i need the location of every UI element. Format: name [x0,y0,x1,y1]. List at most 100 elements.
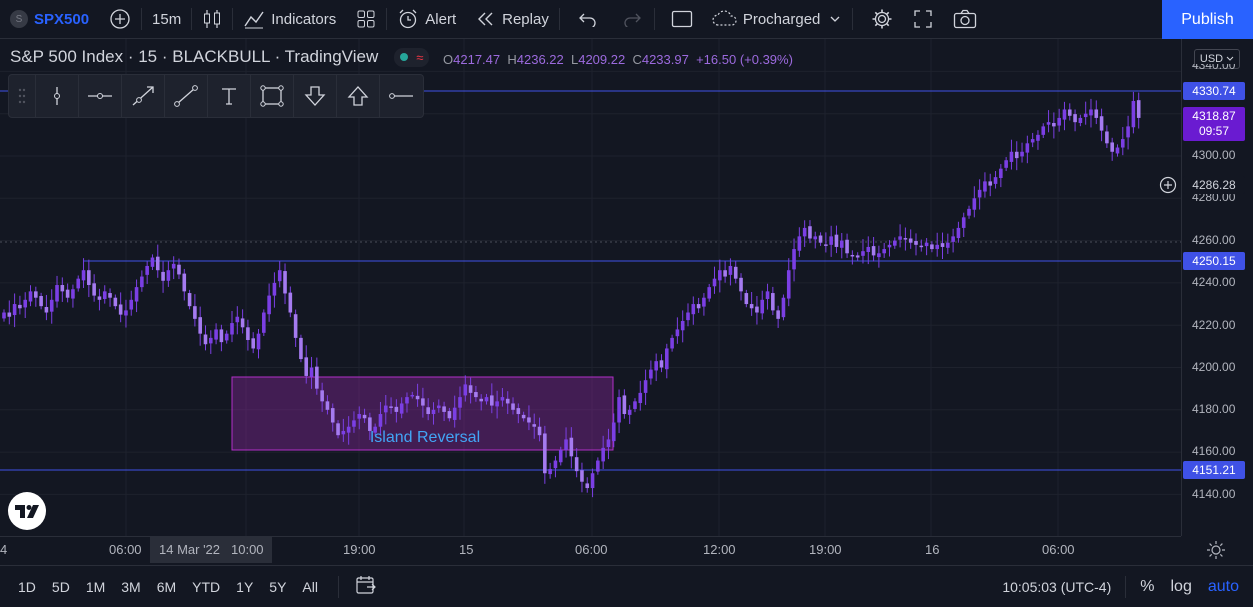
candle-body [277,270,282,282]
trend-line-tool[interactable] [165,75,208,117]
horizontal-segment-icon [389,93,413,99]
candle-body [124,310,128,316]
candle-body [771,293,775,311]
candle-body [1030,139,1035,143]
candle-body [81,270,86,281]
candle-body [718,270,722,281]
current-price: 4318.87 [1192,109,1236,123]
indicators-button[interactable]: Indicators [233,0,346,38]
horizontal-line-tool[interactable] [380,75,422,117]
snapshot-button[interactable] [943,0,987,38]
candle-body [267,295,271,315]
candle-body [792,249,796,270]
candle-body [256,333,261,350]
legend-title[interactable]: S&P 500 Index · 15 · BLACKBULL · Trading… [10,47,379,66]
log-scale-toggle[interactable]: log [1170,577,1192,595]
goto-date-button[interactable] [351,575,381,598]
price-tick: 4240.00 [1192,275,1236,289]
symbol-search[interactable]: S SPX500 [0,0,99,38]
candle-body [871,246,876,256]
range-5d[interactable]: 5D [51,578,70,595]
candle-body [150,257,155,267]
alert-button[interactable]: Alert [387,0,466,38]
axis-settings-button[interactable] [1206,540,1226,563]
currency-selector[interactable]: USD [1194,49,1240,69]
candle-body [341,430,346,435]
bar-countdown: 09:57 [1198,124,1230,138]
candle-body [776,310,780,319]
text-tool[interactable] [208,75,251,117]
fullscreen-window-button[interactable] [655,0,701,38]
interval-button[interactable]: 15m [152,10,182,28]
price-axis[interactable] [1181,39,1253,536]
candle-body [187,293,192,307]
candle-body [903,238,908,240]
candle-body [999,168,1003,178]
candles-series [2,91,1141,498]
clock-timezone[interactable]: 10:05:03 (UTC-4) [1002,578,1112,595]
vertical-line-tool[interactable] [36,75,79,117]
time-axis[interactable] [0,536,1181,565]
low-value: 4209.22 [578,52,626,67]
island-reversal-label[interactable]: Island Reversal [370,429,480,446]
candle-body [590,473,595,489]
layouts-button[interactable] [346,0,386,38]
candle-body [1131,101,1136,128]
range-5y[interactable]: 5Y [269,578,287,595]
redo-button[interactable] [610,0,654,38]
tradingview-logo[interactable] [8,492,46,530]
undo-button[interactable] [560,0,610,38]
auto-scale-toggle[interactable]: auto [1207,577,1239,595]
rectangle-tool[interactable] [251,75,294,117]
candle-body [426,407,430,415]
chart-pane[interactable]: Island Reversal [0,39,1181,536]
range-6m[interactable]: 6M [156,578,177,595]
expand-icon [914,10,933,28]
candle-body [712,278,717,287]
candle-body [214,329,218,340]
range-1y[interactable]: 1Y [236,578,254,595]
candle-body [224,333,229,341]
compare-add-button[interactable] [99,0,141,38]
price-tick: 4280.00 [1192,191,1235,201]
time-tick: 16 [925,542,940,557]
price-chart[interactable]: Island Reversal [0,39,1181,536]
settings-button[interactable] [853,0,903,38]
candles-icon [204,10,221,28]
candle-body [919,245,924,248]
candle-body [866,246,871,253]
candle-body [288,292,293,313]
candle-body [601,447,605,462]
arrow-up-tool[interactable] [337,75,380,117]
replay-button[interactable]: Replay [466,0,559,38]
candle-body [251,338,256,349]
layout-name-button[interactable]: Procharged [701,0,853,38]
candle-body [262,312,266,333]
publish-button[interactable]: Publish [1162,0,1253,39]
range-ytd[interactable]: YTD [192,578,221,595]
currency-label: USD [1199,53,1224,65]
drag-handle[interactable] [9,75,36,117]
price-tick: 4180.00 [1192,402,1236,416]
percent-scale-toggle[interactable]: % [1140,577,1155,595]
arrow-down-tool[interactable] [294,75,337,117]
alarm-clock-icon [399,9,417,29]
range-3m[interactable]: 3M [121,578,141,595]
range-1d[interactable]: 1D [18,578,36,595]
current-price-label: 4318.87 09:57 [1183,107,1245,141]
market-status[interactable]: ≈ [394,47,430,67]
range-all[interactable]: All [302,578,318,595]
crosshair-plus-button[interactable] [1159,176,1177,194]
indicators-icon [244,11,264,29]
low-key: L [570,52,579,67]
fullscreen-button[interactable] [903,0,943,38]
candle-body [368,417,372,431]
horizontal-ray-tool[interactable] [79,75,122,117]
chart-type-button[interactable] [192,0,232,38]
candle-body [76,278,81,289]
arrow-line-tool[interactable] [122,75,165,117]
range-1m[interactable]: 1M [85,578,106,595]
candle-body [786,270,791,299]
candle-body [161,271,165,281]
candle-body [988,181,993,186]
